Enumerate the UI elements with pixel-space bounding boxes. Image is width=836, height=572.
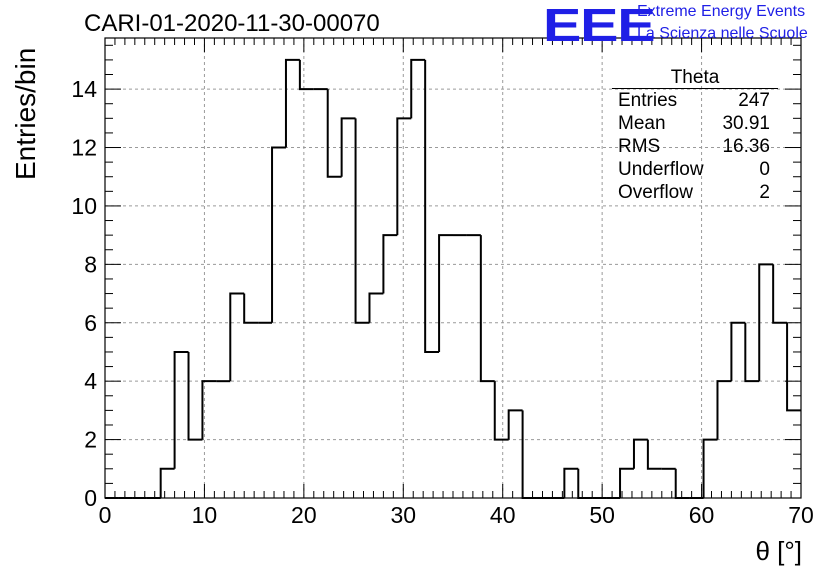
logo-mark: EEE [543, 0, 656, 51]
x-axis-label: θ [°] [755, 536, 802, 566]
stats-value: 0 [759, 159, 770, 180]
y-tick-label: 10 [71, 193, 97, 219]
y-tick-label: 4 [84, 368, 97, 394]
histogram-bin [772, 264, 788, 324]
stats-row: Overflow 2 [608, 181, 778, 204]
stats-label: RMS [618, 136, 661, 157]
histogram-bin [396, 117, 412, 236]
stats-label: Overflow [618, 182, 693, 203]
stats-row: Mean 30.91 [608, 112, 778, 135]
histogram-bin [758, 263, 774, 382]
stats-label: Mean [618, 113, 666, 134]
y-tick-label: 14 [71, 76, 97, 102]
histogram-bin [159, 467, 175, 498]
stats-value: 247 [738, 90, 770, 111]
x-tick-label: 50 [589, 502, 615, 528]
stats-row: Entries 247 [608, 89, 778, 112]
y-tick-label: 2 [84, 427, 97, 453]
histogram-bin [354, 118, 370, 324]
histogram-bin [646, 439, 662, 470]
histogram-bin [243, 293, 259, 324]
chart-title: CARI-01-2020-11-30-00070 [84, 10, 380, 37]
histogram-bin [521, 410, 537, 499]
stats-value: 30.91 [722, 113, 770, 134]
histogram-bin [201, 380, 217, 440]
histogram-bin [298, 59, 314, 91]
histogram-bin [368, 292, 384, 323]
x-tick-label: 40 [490, 502, 516, 528]
y-axis-label: Entries/bin [10, 47, 41, 180]
y-tick-label: 8 [84, 251, 97, 277]
histogram-bin [702, 438, 718, 498]
histogram-bin [173, 350, 189, 469]
histogram-bin [674, 468, 690, 499]
x-tick-label: 70 [788, 502, 814, 528]
histogram-bin [340, 117, 356, 177]
histogram-bin [410, 58, 426, 119]
stats-row: RMS 16.36 [608, 135, 778, 158]
histogram-bin [438, 234, 453, 352]
histogram-bin [577, 468, 593, 499]
y-tick-label: 0 [84, 485, 97, 511]
y-tick-label: 6 [84, 310, 97, 336]
histogram-bin [284, 58, 300, 148]
histogram-bin [632, 438, 648, 469]
histogram-bin [619, 467, 634, 498]
stats-label: Underflow [618, 159, 704, 180]
stats-title: Theta [612, 68, 778, 89]
histogram-bin [187, 351, 203, 441]
x-tick-label: 0 [99, 502, 112, 528]
y-tick-label: 12 [71, 135, 97, 161]
histogram-bin [716, 380, 732, 440]
histogram-bin [271, 146, 286, 323]
histogram-bin [730, 321, 746, 382]
histogram-bin [507, 409, 523, 440]
stats-value: 16.36 [722, 136, 770, 157]
logo-line-1: Extreme Energy Events [637, 3, 806, 20]
stats-value: 2 [759, 182, 770, 203]
histogram-bin [744, 322, 760, 383]
stats-row: Underflow 0 [608, 158, 778, 181]
logo-line-2: La Scienza nelle Scuole [637, 25, 808, 42]
histogram-bin [229, 292, 245, 382]
histogram-bin [326, 89, 342, 178]
histogram-bin [493, 381, 509, 441]
histogram-bin [563, 467, 579, 498]
histogram-bin [382, 234, 398, 294]
x-tick-label: 30 [390, 502, 416, 528]
stats-label: Entries [618, 90, 678, 111]
histogram-bin [424, 59, 440, 353]
x-tick-label: 20 [291, 502, 317, 528]
x-tick-label: 10 [192, 502, 218, 528]
stats-box: Theta Entries 247 Mean 30.91 RMS 16.36 Unde… [608, 68, 778, 204]
histogram-bin [479, 235, 495, 383]
x-tick-label: 60 [689, 502, 715, 528]
